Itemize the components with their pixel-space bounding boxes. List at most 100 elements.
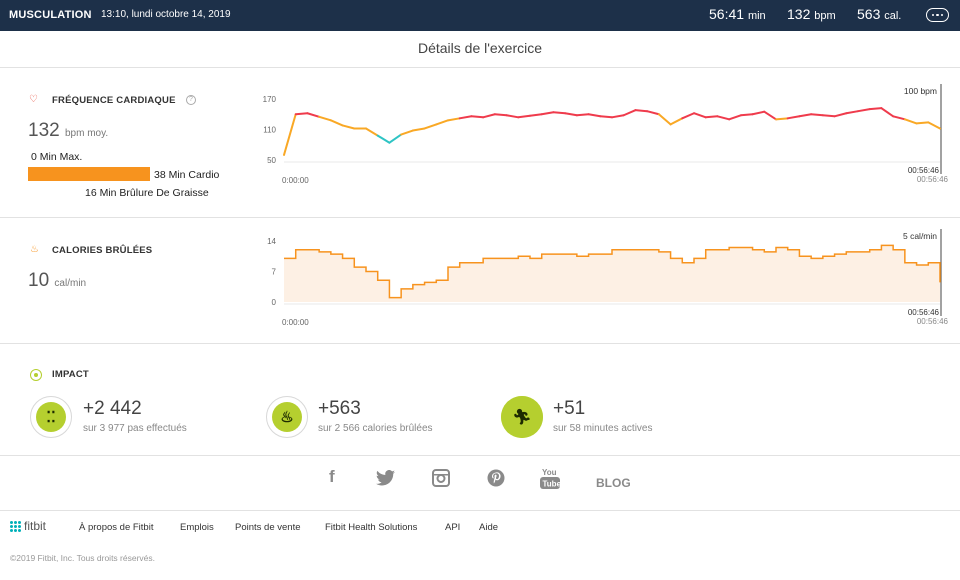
hr-line-segment xyxy=(669,117,684,126)
hr-line-segment xyxy=(786,115,801,120)
divider xyxy=(0,455,960,456)
hr-line-segment xyxy=(728,114,742,121)
fitbit-logo[interactable]: fitbit xyxy=(10,519,46,533)
heart-rate-title: FRÉQUENCE CARDIAQUE xyxy=(52,95,176,106)
calories-title: CALORIES BRÛLÉES xyxy=(52,245,153,256)
hr-line-segment xyxy=(634,109,649,113)
footer-link-jobs[interactable]: Emplois xyxy=(180,522,214,533)
blog-link[interactable]: BLOG xyxy=(596,476,631,490)
hr-line-segment xyxy=(365,127,379,137)
footer-link-health-solutions[interactable]: Fitbit Health Solutions xyxy=(325,522,418,533)
hr-line-segment xyxy=(400,129,414,136)
hr-line-segment xyxy=(763,110,777,121)
hr-line-segment xyxy=(564,112,578,117)
y-tick-label: 0 xyxy=(272,298,277,307)
hr-line-segment xyxy=(657,113,672,126)
activity-name: MUSCULATION xyxy=(9,9,92,21)
instagram-icon[interactable] xyxy=(432,469,450,492)
heart-rate-chart: 170 110 50 100 bpm 0:00:00 00:56:46 00:56:46 xyxy=(250,80,960,190)
hr-line-segment xyxy=(915,121,930,125)
hr-line-segment xyxy=(775,117,789,121)
hr-line-segment xyxy=(833,112,848,118)
hr-line-segment xyxy=(388,133,403,144)
hr-line-segment xyxy=(622,109,637,117)
zone-fatburn-label: 16 Min Brûlure De Graisse xyxy=(85,187,209,199)
duration-unit: min xyxy=(747,10,766,22)
help-icon[interactable]: ? xyxy=(186,95,196,105)
hr-line-segment xyxy=(868,107,883,111)
hr-line-segment xyxy=(540,111,555,116)
calories-rate: 10 cal/min xyxy=(28,270,86,292)
hr-line-segment xyxy=(880,107,895,118)
more-options-icon[interactable] xyxy=(926,8,949,22)
chart-scale-label: 100 bpm xyxy=(904,86,937,96)
bpm-value: 132 xyxy=(787,6,811,22)
hr-line-segment xyxy=(411,127,426,132)
twitter-icon[interactable] xyxy=(376,470,396,491)
divider xyxy=(0,217,960,218)
hr-line-segment xyxy=(318,115,332,122)
running-person-icon: 🏃︎ xyxy=(501,396,543,438)
flame-icon: ♨ xyxy=(30,244,39,255)
footer-link-help[interactable]: Aide xyxy=(479,522,499,533)
svg-text:You: You xyxy=(542,468,557,477)
hr-line-segment xyxy=(857,108,871,113)
y-tick-label: 110 xyxy=(263,126,276,135)
bpm-stat: 132 bpm xyxy=(787,6,836,22)
hr-line-segment xyxy=(470,115,485,119)
hr-line-segment xyxy=(821,114,836,118)
x-end-label-secondary: 00:56:46 xyxy=(917,317,949,326)
calories-stat: 563 cal. xyxy=(857,6,901,22)
hr-line-segment xyxy=(517,114,531,119)
hr-line-segment xyxy=(376,134,391,144)
activity-header-bar: MUSCULATION 13:10, lundi octobre 14, 201… xyxy=(0,0,960,31)
x-end-label: 00:56:46 xyxy=(908,166,940,175)
hr-line-segment xyxy=(435,119,449,126)
hr-line-segment xyxy=(903,118,918,125)
calories-area xyxy=(284,245,940,302)
pinterest-icon[interactable] xyxy=(487,469,505,492)
hr-line-segment xyxy=(681,112,695,120)
bpm-unit: bpm xyxy=(814,10,836,22)
x-start-label: 0:00:00 xyxy=(282,318,309,327)
page-title: Détails de l'exercice xyxy=(417,40,543,56)
y-tick-label: 7 xyxy=(272,268,277,277)
fitbit-wordmark: fitbit xyxy=(24,519,47,533)
divider xyxy=(0,67,960,68)
hr-line-segment xyxy=(845,110,859,115)
hr-line-segment xyxy=(751,110,766,116)
hr-line-segment xyxy=(482,113,496,119)
hr-line-segment xyxy=(329,119,344,127)
x-start-label: 0:00:00 xyxy=(282,176,309,185)
footer-link-api[interactable]: API xyxy=(445,522,461,533)
divider xyxy=(0,343,960,344)
divider xyxy=(0,510,960,511)
copyright: ©2019 Fitbit, Inc. Tous droits réservés. xyxy=(10,553,156,563)
hr-line-segment xyxy=(505,114,520,119)
hr-line-segment xyxy=(294,112,309,116)
flame-icon: ♨ xyxy=(266,396,308,438)
footer-link-stores[interactable]: Points de vente xyxy=(235,522,301,533)
impact-active-value: +51 xyxy=(553,398,586,419)
chart-scale-label: 5 cal/min xyxy=(903,231,937,241)
duration-value: 56:41 xyxy=(709,6,745,22)
facebook-icon[interactable]: f xyxy=(329,467,335,486)
hr-line-segment xyxy=(447,117,461,122)
y-tick-label: 170 xyxy=(263,95,277,104)
hr-line-segment xyxy=(927,121,941,130)
youtube-icon[interactable]: You Tube xyxy=(540,466,562,495)
hr-line-segment xyxy=(423,123,438,130)
hr-line-segment xyxy=(552,111,567,115)
calories-unit: cal. xyxy=(884,10,902,22)
impact-calories-sub: sur 2 566 calories brûlées xyxy=(318,423,433,434)
hr-line-segment xyxy=(693,112,707,119)
calories-value: 563 xyxy=(857,6,881,22)
hr-line-segment xyxy=(798,113,813,118)
calories-rate-value: 10 xyxy=(28,270,50,291)
hr-line-segment xyxy=(704,115,719,119)
footer-link-about[interactable]: À propos de Fitbit xyxy=(79,522,154,533)
activity-datetime: 13:10, lundi octobre 14, 2019 xyxy=(101,9,231,20)
hr-line-segment xyxy=(611,114,625,119)
hr-line-segment xyxy=(646,110,660,116)
